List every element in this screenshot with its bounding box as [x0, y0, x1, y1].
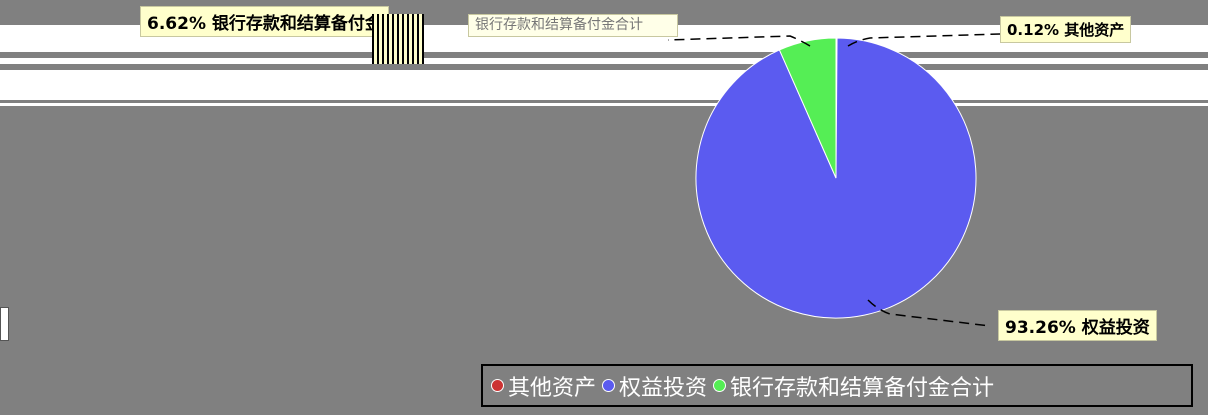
separator-line — [0, 103, 1208, 106]
slice-label-other: 0.12% 其他资产 — [1000, 16, 1132, 43]
legend-item-other: 其他资产 — [491, 370, 596, 402]
mid-band — [0, 58, 1208, 64]
leader-equity — [867, 299, 991, 327]
legend-label-equity: 权益投资 — [619, 375, 708, 401]
leader-other — [847, 33, 1001, 47]
legend-label-other: 其他资产 — [508, 375, 597, 401]
slice-label-cash-faint: 6.62% 银行存款和结算备付金 — [140, 6, 389, 37]
legend-item-equity: 权益投资 — [602, 370, 707, 402]
slice-label-cash: 银行存款和结算备付金合计 — [468, 14, 678, 37]
leader-cash — [667, 35, 811, 47]
slice-label-barcode — [372, 14, 424, 64]
separator-band — [0, 70, 1208, 100]
slice-label-equity: 93.26% 权益投资 — [998, 310, 1157, 341]
legend-dot-cash — [713, 379, 727, 392]
legend: 其他资产 权益投资 银行存款和结算备付金合计 — [481, 364, 1193, 407]
pie-slice-2 — [778, 37, 837, 179]
legend-label-cash: 银行存款和结算备付金合计 — [730, 375, 995, 401]
legend-dot-other — [491, 379, 504, 392]
left-stub — [0, 307, 9, 341]
legend-dot-equity — [602, 379, 616, 392]
legend-item-cash: 银行存款和结算备付金合计 — [713, 370, 994, 402]
